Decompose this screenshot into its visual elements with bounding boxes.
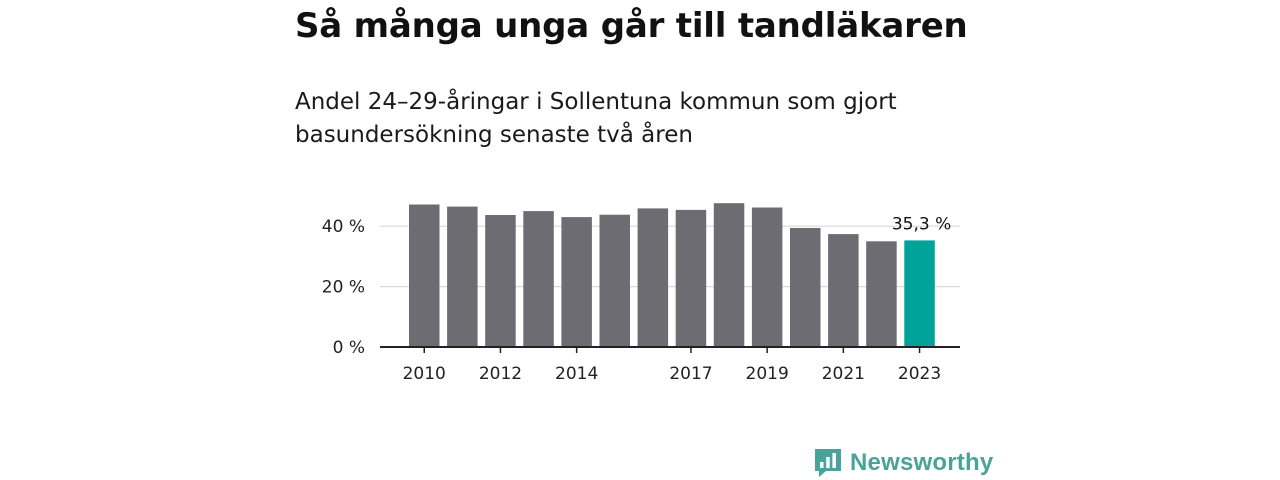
bar-2010 (409, 204, 440, 347)
chart-subtitle: Andel 24–29-åringar i Sollentuna kommun … (295, 89, 897, 148)
bar-2020 (790, 228, 821, 347)
newsworthy-logo: Newsworthy (814, 445, 993, 480)
highlight-value-label: 35,3 % (892, 214, 951, 234)
bar-2017 (675, 209, 707, 347)
bar-2018 (713, 203, 745, 347)
x-tick-label: 2014 (555, 364, 598, 384)
bar-2013 (523, 211, 554, 347)
bar-2012 (485, 215, 516, 347)
bar-2023 (904, 240, 935, 347)
x-tick-label: 2017 (669, 364, 712, 384)
newsworthy-logo-icon (815, 449, 841, 477)
bar-2011 (447, 206, 478, 347)
chart-title: Så många unga går till tandläkaren (295, 6, 968, 46)
x-tick-label: 2023 (898, 364, 941, 384)
y-tick-label: 40 % (322, 217, 365, 237)
x-tick-label: 2012 (479, 364, 522, 384)
bar-2015 (599, 214, 630, 347)
axes (380, 346, 960, 353)
bar-2021 (828, 234, 859, 347)
y-tick-label: 20 % (322, 278, 365, 298)
bars (409, 203, 935, 347)
x-tick-label: 2021 (822, 364, 865, 384)
labels: 0 % 20 % 40 % 2010 2012 2014 2017 2019 2021 2023 3… (322, 214, 951, 384)
x-tick-label: 2019 (746, 364, 789, 384)
newsworthy-logo-text: Newsworthy (850, 449, 994, 476)
bar-2022 (866, 241, 897, 347)
y-tick-label: 0 % (333, 338, 365, 358)
bar-2016 (637, 208, 669, 347)
x-tick-label: 2010 (403, 364, 446, 384)
bar-2019 (751, 207, 783, 347)
bar-2014 (561, 217, 592, 347)
